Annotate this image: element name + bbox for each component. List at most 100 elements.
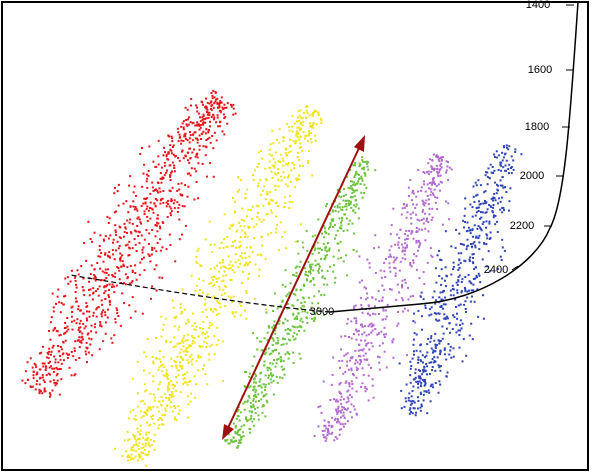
point (205, 111, 208, 114)
point (161, 399, 164, 402)
point (404, 249, 406, 252)
point (409, 178, 412, 181)
point (133, 185, 136, 188)
point (403, 253, 406, 256)
point (306, 105, 309, 108)
frame (1, 1, 589, 471)
point (399, 260, 402, 263)
point (197, 112, 200, 115)
point (324, 256, 327, 259)
point (438, 296, 441, 299)
point (266, 366, 269, 369)
point (212, 106, 215, 109)
point (303, 305, 306, 308)
point (420, 189, 423, 192)
point (478, 241, 481, 244)
point (422, 222, 425, 225)
point (336, 229, 339, 232)
point (340, 256, 342, 259)
point (106, 316, 109, 319)
point (481, 258, 484, 261)
point (215, 98, 218, 101)
point (278, 320, 281, 322)
point (363, 166, 366, 169)
point (409, 374, 412, 377)
point (43, 362, 46, 365)
point (300, 317, 303, 320)
point (186, 359, 189, 362)
point (431, 192, 434, 195)
point (217, 312, 220, 315)
point (220, 96, 223, 99)
point (179, 391, 182, 394)
point (170, 135, 173, 138)
point (452, 265, 455, 268)
point (190, 167, 193, 170)
point (403, 203, 405, 206)
point (476, 193, 479, 196)
point (47, 372, 50, 375)
point (186, 195, 189, 198)
point (390, 245, 393, 248)
point (474, 214, 477, 217)
point (424, 382, 427, 385)
point (101, 311, 104, 314)
point (40, 351, 43, 354)
point (162, 176, 165, 179)
point (220, 280, 223, 283)
point (340, 224, 343, 227)
point (442, 307, 444, 310)
point (265, 348, 268, 351)
point (177, 412, 180, 415)
point (264, 353, 266, 356)
point (139, 429, 142, 432)
point (300, 326, 303, 329)
point (456, 317, 459, 320)
point (81, 335, 84, 338)
point (343, 406, 345, 409)
point (289, 194, 292, 197)
point (431, 207, 434, 210)
point (251, 217, 253, 220)
point (232, 223, 235, 226)
point (345, 380, 348, 383)
point (252, 332, 254, 335)
point (211, 94, 214, 97)
point (257, 211, 259, 214)
point (285, 342, 288, 345)
point (446, 315, 449, 318)
point (391, 340, 394, 343)
point (168, 397, 170, 399)
point (247, 262, 250, 265)
point (301, 320, 304, 323)
point (222, 279, 225, 282)
point (84, 325, 87, 328)
point (197, 369, 200, 372)
point (271, 326, 274, 329)
point (217, 301, 220, 304)
point (248, 372, 251, 375)
point (102, 238, 105, 241)
point (405, 400, 408, 403)
point (253, 381, 255, 384)
point (170, 214, 172, 217)
point (142, 415, 145, 417)
point (426, 183, 429, 186)
point (365, 343, 368, 345)
point (454, 298, 457, 301)
point (146, 215, 149, 218)
point (349, 187, 352, 190)
point (116, 312, 119, 315)
point (260, 193, 263, 196)
point (272, 142, 275, 145)
point (213, 131, 216, 134)
point (282, 206, 285, 209)
point (150, 443, 153, 446)
point (258, 218, 261, 221)
point (179, 365, 182, 368)
point (479, 227, 482, 230)
point (488, 220, 491, 223)
point (406, 354, 409, 357)
point (174, 345, 177, 348)
point (180, 139, 183, 142)
